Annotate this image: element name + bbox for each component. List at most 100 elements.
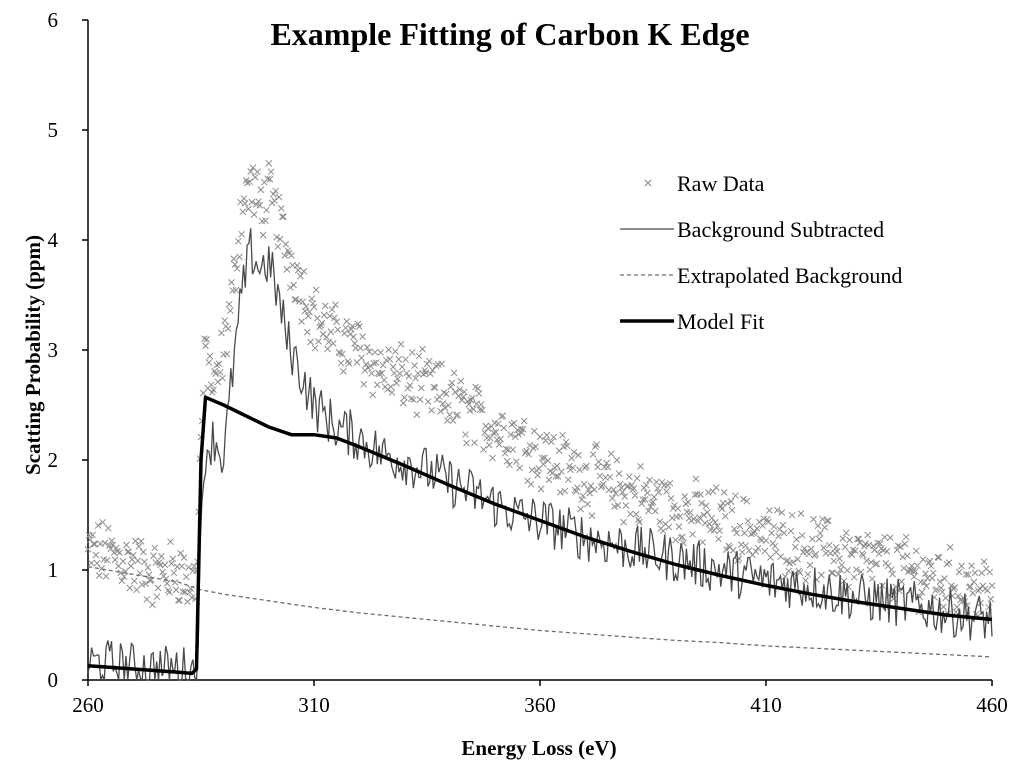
raw-data-point <box>594 463 601 471</box>
raw-data-point <box>216 368 224 376</box>
raw-data-point <box>711 519 719 526</box>
raw-data-point <box>659 527 667 535</box>
raw-data-point <box>245 205 252 213</box>
raw-data-point <box>608 494 616 502</box>
raw-data-point <box>108 537 116 545</box>
raw-data-point <box>676 512 684 520</box>
raw-data-point <box>559 431 566 439</box>
raw-data-point <box>819 515 826 523</box>
raw-data-point <box>825 541 833 549</box>
raw-data-point <box>511 433 519 441</box>
raw-data-point <box>265 159 273 167</box>
raw-data-point <box>569 464 577 472</box>
raw-data-point <box>830 557 838 565</box>
raw-data-point <box>385 346 392 353</box>
raw-data-point <box>446 411 453 419</box>
raw-data-point <box>486 434 494 442</box>
raw-data-point <box>310 303 318 311</box>
raw-data-point <box>897 543 904 551</box>
raw-data-point <box>507 431 514 438</box>
raw-data-point <box>710 527 718 534</box>
raw-data-point <box>946 543 954 551</box>
raw-data-point <box>849 546 857 554</box>
raw-data-point <box>447 383 455 391</box>
raw-data-point <box>881 533 889 541</box>
raw-data-point <box>236 253 243 261</box>
raw-data-point <box>742 542 750 549</box>
raw-data-point <box>612 489 620 497</box>
raw-data-point <box>363 344 371 351</box>
raw-data-point <box>577 505 585 513</box>
raw-data-point <box>118 577 126 585</box>
raw-data-point <box>269 190 277 198</box>
raw-data-point <box>241 200 249 207</box>
raw-data-point <box>479 406 486 414</box>
raw-data-point <box>300 267 308 275</box>
raw-data-point <box>427 370 434 378</box>
raw-data-point <box>699 538 707 546</box>
raw-data-point <box>272 187 279 195</box>
raw-data-point <box>84 545 92 553</box>
raw-data-point <box>91 540 99 548</box>
raw-data-point <box>547 438 555 446</box>
raw-data-point <box>519 425 527 433</box>
raw-data-point <box>462 431 469 438</box>
raw-data-point <box>127 562 135 570</box>
raw-data-point <box>770 523 778 530</box>
raw-data-point <box>863 557 870 565</box>
legend-item: Background Subtracted <box>620 217 884 242</box>
raw-data-point <box>543 431 551 439</box>
raw-data-point <box>397 340 405 348</box>
raw-data-point <box>692 475 700 483</box>
raw-data-point <box>733 529 740 537</box>
raw-data-point <box>695 514 703 521</box>
raw-data-point <box>393 379 400 387</box>
raw-data-point <box>553 462 561 470</box>
raw-data-point <box>256 201 264 209</box>
raw-data-point <box>592 443 599 451</box>
raw-data-point <box>303 328 311 336</box>
raw-data-point <box>325 338 333 346</box>
raw-data-point <box>823 517 831 525</box>
raw-data-point <box>388 389 396 396</box>
raw-data-point <box>448 379 456 387</box>
raw-data-point <box>642 481 650 489</box>
y-axis-label: Scatting Probability (ppm) <box>21 235 45 475</box>
raw-data-point <box>864 531 872 539</box>
raw-data-point <box>839 535 847 542</box>
raw-data-point <box>361 367 369 374</box>
raw-data-point <box>279 213 286 221</box>
raw-data-point <box>163 580 171 587</box>
raw-data-point <box>490 429 498 437</box>
raw-data-point <box>342 324 349 332</box>
raw-data-point <box>762 537 770 544</box>
raw-data-point <box>638 500 646 507</box>
raw-data-point <box>390 369 398 377</box>
raw-data-point <box>225 300 233 308</box>
raw-data-point <box>910 573 918 581</box>
raw-data-point <box>654 485 661 492</box>
raw-data-point <box>616 480 624 488</box>
raw-data-point <box>176 597 183 604</box>
raw-data-point <box>294 266 302 274</box>
raw-data-point <box>964 571 972 579</box>
raw-data-point <box>936 578 944 585</box>
raw-data-point <box>332 301 339 309</box>
raw-data-point <box>886 534 894 542</box>
raw-data-point <box>700 511 708 519</box>
raw-data-point <box>477 401 485 408</box>
raw-data-point <box>894 542 902 550</box>
raw-data-point <box>273 233 281 241</box>
raw-data-point <box>716 527 724 535</box>
raw-data-point <box>721 512 729 520</box>
raw-data-point <box>280 213 287 221</box>
raw-data-point <box>140 548 147 556</box>
raw-data-point <box>437 407 444 415</box>
raw-data-point <box>223 350 231 358</box>
raw-data-point <box>829 569 837 577</box>
raw-data-point <box>492 428 500 436</box>
raw-data-point <box>170 569 178 577</box>
raw-data-point <box>257 186 265 194</box>
raw-data-point <box>443 417 451 424</box>
